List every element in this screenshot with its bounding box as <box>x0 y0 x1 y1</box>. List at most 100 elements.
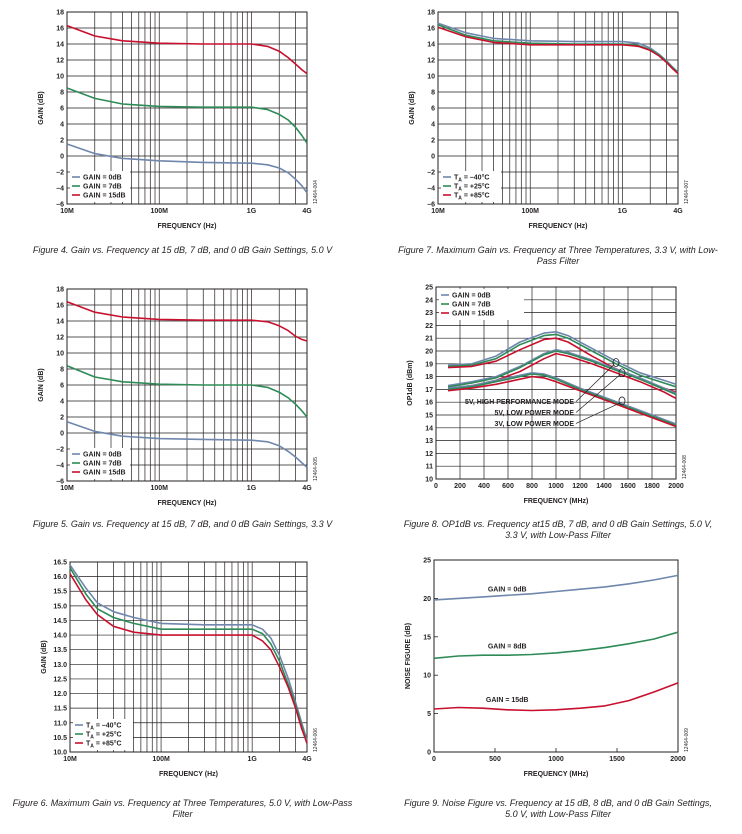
annotation-leader <box>575 374 621 413</box>
y-tick-label: 18 <box>56 10 64 17</box>
x-tick-label: 400 <box>478 483 490 490</box>
chart-panel-fig9: 0 5 10 15 20 25 0 500 1000 1500 2000 FREQUENCY (MHz… <box>371 548 742 788</box>
y-tick-label: –6 <box>427 202 435 209</box>
series-label: GAIN = 0dB <box>488 586 527 593</box>
figure-code: 12464-007 <box>684 180 690 204</box>
y-tick-label: 12 <box>425 451 433 458</box>
y-tick-label: 12.0 <box>53 691 67 698</box>
plot-frame <box>66 11 308 205</box>
chart-fig8: 10 11 12 13 14 15 16 17 18 19 20 21 22 23 24 25 0 200 400 6… <box>407 285 688 506</box>
x-tick-label: 1G <box>247 485 257 492</box>
x-tick-label: 1G <box>247 208 257 215</box>
x-tick-label: 600 <box>502 483 514 490</box>
y-tick-label: –2 <box>56 447 64 454</box>
legend-label: GAIN = 0dB <box>83 175 122 182</box>
series-line <box>447 375 677 428</box>
y-tick-label: 18 <box>425 374 433 381</box>
legend-label: GAIN = 15dB <box>452 311 495 318</box>
y-tick-label: 10.0 <box>53 750 67 757</box>
series-line <box>447 350 677 396</box>
x-tick-label: 1000 <box>548 483 564 490</box>
x-tick-label: 0 <box>432 756 436 763</box>
legend-label: TA = –40°C <box>86 722 121 732</box>
annotation-marker <box>618 368 626 378</box>
legend-label: TA = +85°C <box>86 740 122 750</box>
legend-label: GAIN = 15dB <box>83 193 126 200</box>
legend-label: GAIN = 0dB <box>452 293 491 300</box>
y-tick-label: 10 <box>427 74 435 81</box>
x-tick-label: 1G <box>247 756 257 763</box>
y-tick-label: 4 <box>60 399 64 406</box>
x-axis-label: FREQUENCY (Hz) <box>158 500 217 507</box>
figure-code: 12464-006 <box>313 728 319 752</box>
y-tick-label: 14 <box>427 42 435 49</box>
x-tick-label: 1200 <box>572 483 588 490</box>
y-tick-label: 25 <box>423 558 431 565</box>
x-tick-label: 4G <box>302 208 312 215</box>
y-tick-label: 18 <box>56 287 64 294</box>
y-tick-label: 8 <box>60 367 64 374</box>
figure-caption: Figure 9. Noise Figure vs. Frequency at … <box>404 798 712 819</box>
annotation-label: 3V, LOW POWER MODE <box>495 421 575 428</box>
y-tick-label: 14 <box>56 319 64 326</box>
series-line <box>69 564 308 741</box>
x-tick-label: 100M <box>150 208 168 215</box>
x-axis-label: FREQUENCY (MHz) <box>524 771 589 778</box>
x-tick-label: 10M <box>60 485 74 492</box>
y-tick-label: 16 <box>56 303 64 310</box>
figure-code: 12464-004 <box>313 180 319 204</box>
series-line <box>447 372 677 425</box>
y-tick-label: –4 <box>427 186 435 193</box>
x-tick-label: 500 <box>489 756 501 763</box>
x-tick-label: 100M <box>521 208 539 215</box>
y-tick-label: 13 <box>425 438 433 445</box>
legend-label: TA = +25°C <box>86 731 122 741</box>
annotation-leader <box>575 402 621 424</box>
figure-caption: Figure 8. OP1dB vs. Frequency at15 dB, 7… <box>403 519 713 540</box>
y-tick-label: 12 <box>427 58 435 65</box>
y-tick-label: –2 <box>56 170 64 177</box>
y-tick-label: 15.0 <box>53 603 67 610</box>
figure-caption: Figure 6. Maximum Gain vs. Frequency at … <box>12 798 353 819</box>
y-axis-label: NOISE FIGURE (dB) <box>405 623 412 689</box>
x-tick-label: 1000 <box>548 756 564 763</box>
x-tick-label: 1800 <box>644 483 660 490</box>
plot-frame <box>66 288 308 482</box>
figure-caption: Figure 5. Gain vs. Frequency at 15 dB, 7… <box>32 519 333 529</box>
annotation-label: 5V, LOW POWER MODE <box>495 410 575 417</box>
chart-fig4: –6 –4 –2 0 2 4 6 8 10 12 14 16 18 10M 100M 1G 4G FREQUENC… <box>38 10 319 231</box>
y-tick-label: 0 <box>427 750 431 757</box>
chart-fig6: 10.0 10.5 11.0 11.5 12.0 12.5 13.0 13.5 14.0 14.5… <box>41 560 319 779</box>
plot-frame <box>437 11 679 205</box>
x-tick-label: 2000 <box>670 756 686 763</box>
y-tick-label: 10.5 <box>53 735 67 742</box>
figure-code: 12464-009 <box>684 728 690 752</box>
y-tick-label: 2 <box>60 138 64 145</box>
y-tick-label: 8 <box>431 90 435 97</box>
series-line <box>66 421 308 468</box>
series-line <box>433 574 679 601</box>
chart-fig9: 0 5 10 15 20 25 0 500 1000 1500 2000 FREQUENCY (MHz… <box>405 558 690 779</box>
y-tick-label: –4 <box>56 463 64 470</box>
x-tick-label: 10M <box>431 208 445 215</box>
y-tick-label: 16 <box>427 26 435 33</box>
y-axis-label: OP1dB (dBm) <box>407 360 414 406</box>
y-tick-label: 0 <box>431 154 435 161</box>
y-tick-label: –4 <box>56 186 64 193</box>
x-tick-label: 2000 <box>668 483 684 490</box>
y-tick-label: 14 <box>425 425 433 432</box>
y-tick-label: 15 <box>425 413 433 420</box>
series-line <box>447 331 677 386</box>
y-tick-label: 4 <box>60 122 64 129</box>
y-tick-label: 16.0 <box>53 574 67 581</box>
y-tick-label: 5 <box>427 711 431 718</box>
y-tick-label: 0 <box>60 154 64 161</box>
series-line <box>66 24 308 75</box>
legend-label: GAIN = 15dB <box>83 470 126 477</box>
y-tick-label: 12.5 <box>53 676 67 683</box>
legend-label: GAIN = 0dB <box>83 452 122 459</box>
y-tick-label: 20 <box>425 349 433 356</box>
x-tick-label: 4G <box>302 485 312 492</box>
annotation-marker <box>618 396 626 406</box>
chart-panel-fig6: 10.0 10.5 11.0 11.5 12.0 12.5 13.0 13.5 14.0 14.5… <box>0 548 371 788</box>
